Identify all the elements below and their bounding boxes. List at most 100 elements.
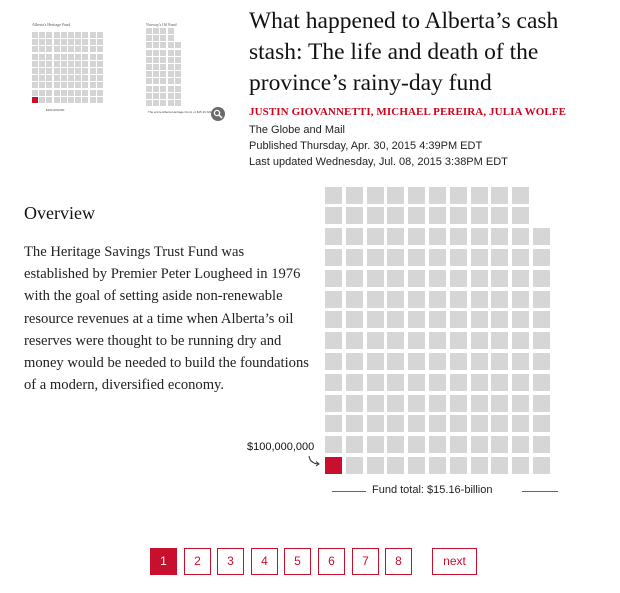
page-button-8[interactable]: 8 — [385, 548, 412, 575]
thumbnail-norway-fund[interactable]: Norway's Oil Fund The entire Alberta Her… — [142, 22, 222, 122]
thumbnail-cell — [75, 32, 82, 38]
page-button-2[interactable]: 2 — [184, 548, 211, 575]
waffle-cell — [387, 186, 405, 204]
thumbnail-cell — [39, 75, 46, 82]
zoom-icon[interactable] — [211, 107, 225, 121]
waffle-cell — [449, 228, 467, 246]
thumbnail-cell — [160, 78, 167, 85]
thumbnail-cell — [82, 46, 89, 53]
thumbnail-cell — [46, 75, 53, 82]
thumbnail-cell — [53, 39, 60, 46]
thumbnail-cell — [89, 46, 96, 53]
thumbnail-cell — [68, 60, 74, 67]
thumbnail-cell — [160, 35, 167, 42]
thumbnail-cell — [53, 46, 60, 53]
thumbnail-cell — [39, 39, 46, 46]
thumbnail-cell — [82, 39, 89, 46]
thumbnail-cell — [60, 39, 67, 46]
thumbnail-cell — [167, 56, 174, 63]
waffle-cell — [512, 394, 530, 412]
thumbnail-cell — [146, 28, 152, 34]
waffle-cell — [366, 353, 384, 370]
thumbnail-cell — [153, 56, 160, 63]
thumbnail-cell — [174, 56, 181, 63]
waffle-cell — [325, 249, 342, 266]
page-button-7[interactable]: 7 — [352, 548, 379, 575]
waffle-cell — [408, 373, 426, 391]
thumbnail-cell — [82, 96, 89, 103]
thumbnail-cell — [32, 39, 38, 46]
article-published-date: Published Thursday, Apr. 30, 2015 4:39PM… — [249, 140, 483, 152]
waffle-cell — [512, 207, 530, 225]
thumbnail-cell — [60, 60, 67, 67]
thumbnail-cell — [89, 96, 96, 103]
thumbnail-cell — [82, 75, 89, 82]
page-button-6[interactable]: 6 — [318, 548, 345, 575]
waffle-cell — [491, 415, 509, 433]
thumbnail-cell — [68, 32, 74, 38]
waffle-cell — [449, 207, 467, 225]
waffle-cell — [512, 373, 530, 391]
thumbnail-cell — [53, 96, 60, 103]
thumbnail-cell — [160, 64, 167, 70]
thumbnail-cell — [174, 100, 181, 106]
thumbnail-cell — [146, 64, 152, 70]
waffle-cell — [449, 457, 467, 474]
page-button-1[interactable]: 1 — [150, 548, 177, 575]
waffle-cell — [470, 457, 488, 474]
waffle-cell — [491, 269, 509, 287]
waffle-cell — [512, 353, 530, 370]
thumbnail-cell — [153, 42, 160, 49]
thumbnail-cell — [39, 82, 46, 89]
thumbnail-cell — [96, 89, 103, 96]
page-button-4[interactable]: 4 — [251, 548, 278, 575]
waffle-cell — [491, 394, 509, 412]
thumbnail-cell — [146, 71, 152, 78]
thumbnail-cell — [46, 32, 53, 38]
thumbnail-cell — [68, 53, 74, 60]
waffle-cell — [345, 311, 363, 329]
waffle-cell — [429, 311, 446, 329]
waffle-cell — [366, 186, 384, 204]
thumbnail-cell — [46, 53, 53, 60]
thumbnail-cell — [153, 100, 160, 106]
thumbnail-cell — [89, 89, 96, 96]
thumbnail-cell — [82, 82, 89, 89]
thumbnail-cell — [146, 42, 152, 49]
thumbnail-cell — [146, 56, 152, 63]
waffle-cell — [491, 249, 509, 266]
thumbnail-cell — [160, 100, 167, 106]
waffle-cell — [366, 269, 384, 287]
waffle-cell — [325, 415, 342, 433]
waffle-cell — [491, 353, 509, 370]
page-button-5[interactable]: 5 — [284, 548, 311, 575]
thumbnail-cell — [68, 89, 74, 96]
waffle-cell — [325, 394, 342, 412]
waffle-cell — [325, 436, 342, 454]
thumbnail-cell — [82, 53, 89, 60]
waffle-cell — [470, 353, 488, 370]
thumbnail-heritage-fund[interactable]: Alberta's Heritage Fund $100,000,000 — [32, 22, 112, 122]
waffle-cell — [345, 269, 363, 287]
thumbnail-cell — [96, 39, 103, 46]
waffle-cell — [470, 228, 488, 246]
waffle-cell — [345, 207, 363, 225]
thumbnail-cell — [160, 56, 167, 63]
waffle-cell — [345, 228, 363, 246]
thumbnail-cell — [146, 78, 152, 85]
thumbnail-cell — [153, 71, 160, 78]
waffle-cell — [345, 415, 363, 433]
waffle-cell — [408, 332, 426, 350]
article-authors[interactable]: JUSTIN GIOVANNETTI, MICHAEL PEREIRA, JUL… — [249, 106, 567, 118]
thumbnail-cell — [39, 32, 46, 38]
waffle-cell — [470, 394, 488, 412]
thumbnail-cell — [60, 53, 67, 60]
thumbnail-cell — [89, 32, 96, 38]
thumbnail-cell — [153, 35, 160, 42]
waffle-cell — [449, 415, 467, 433]
waffle-cell — [408, 415, 426, 433]
page-button-3[interactable]: 3 — [217, 548, 244, 575]
next-page-button[interactable]: next — [432, 548, 477, 575]
waffle-cell — [345, 436, 363, 454]
thumbnail-cell — [53, 60, 60, 67]
